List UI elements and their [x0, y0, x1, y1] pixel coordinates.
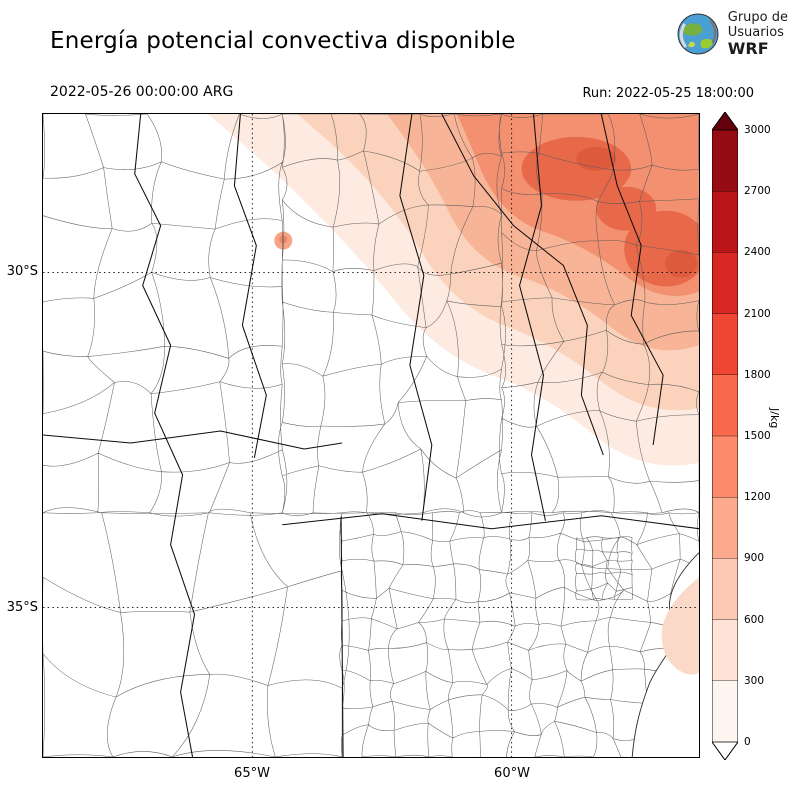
- colorbar-tick: 0: [744, 736, 751, 748]
- colorbar-tick: 300: [744, 674, 765, 687]
- cape-shading: [207, 114, 699, 466]
- lat-label-30s: 30°S: [6, 264, 38, 279]
- colorbar-band: [712, 191, 738, 253]
- map-plot: [43, 114, 699, 757]
- logo-line-3: WRF: [727, 39, 769, 58]
- colorbar-tick: 1200: [744, 491, 771, 504]
- wrf-logo-text: Grupo de Usuarios WRF: [728, 10, 788, 58]
- coastal-cape-patch: [661, 577, 699, 675]
- colorbar-tick: 600: [744, 613, 765, 626]
- colorbar-tick: 1500: [744, 430, 771, 442]
- page-title: Energía potencial convectiva disponible: [50, 28, 516, 54]
- colorbar: [712, 112, 738, 760]
- colorbar-tick: 900: [744, 552, 765, 565]
- lon-label-60w: 60°W: [494, 766, 530, 781]
- lon-label-65w: 65°W: [234, 766, 270, 781]
- colorbar-tick: 2700: [744, 185, 771, 198]
- colorbar-band: [712, 619, 738, 682]
- colorbar-tick: 2400: [744, 246, 771, 259]
- colorbar-arrow-top: [712, 112, 738, 131]
- colorbar-band: [712, 313, 738, 376]
- valid-time-label: 2022-05-26 00:00:00 ARG: [50, 84, 234, 100]
- colorbar-band: [712, 558, 738, 621]
- colorbar-arrow-bottom: [712, 741, 738, 760]
- colorbar-unit-label: J/kg: [768, 408, 781, 429]
- colorbar-band: [712, 374, 738, 437]
- colorbar-band: [712, 435, 738, 498]
- graticule: [43, 114, 699, 757]
- map-canvas: [42, 113, 700, 758]
- colorbar-band: [712, 497, 738, 559]
- wrf-globe-icon: [677, 13, 719, 55]
- colorbar-tick: 2100: [744, 307, 771, 320]
- colorbar-band: [712, 252, 738, 315]
- province-boundaries: [43, 114, 699, 757]
- logo-line-1: Grupo de: [727, 10, 788, 25]
- wrf-group-logo: Grupo de Usuarios WRF: [675, 10, 788, 58]
- colorbar-band: [712, 680, 738, 743]
- colorbar-tick: 1800: [744, 368, 771, 381]
- run-time-label: Run: 2022-05-25 18:00:00: [582, 86, 754, 101]
- colorbar-band: [712, 129, 738, 192]
- logo-line-2: Usuarios: [727, 25, 784, 40]
- colorbar-tick-labels: 3000 2700 2400 2100 1800 1500 1200 900 600 300 0: [744, 112, 788, 760]
- colorbar-tick: 3000: [744, 124, 771, 136]
- lat-label-35s: 35°S: [6, 600, 38, 615]
